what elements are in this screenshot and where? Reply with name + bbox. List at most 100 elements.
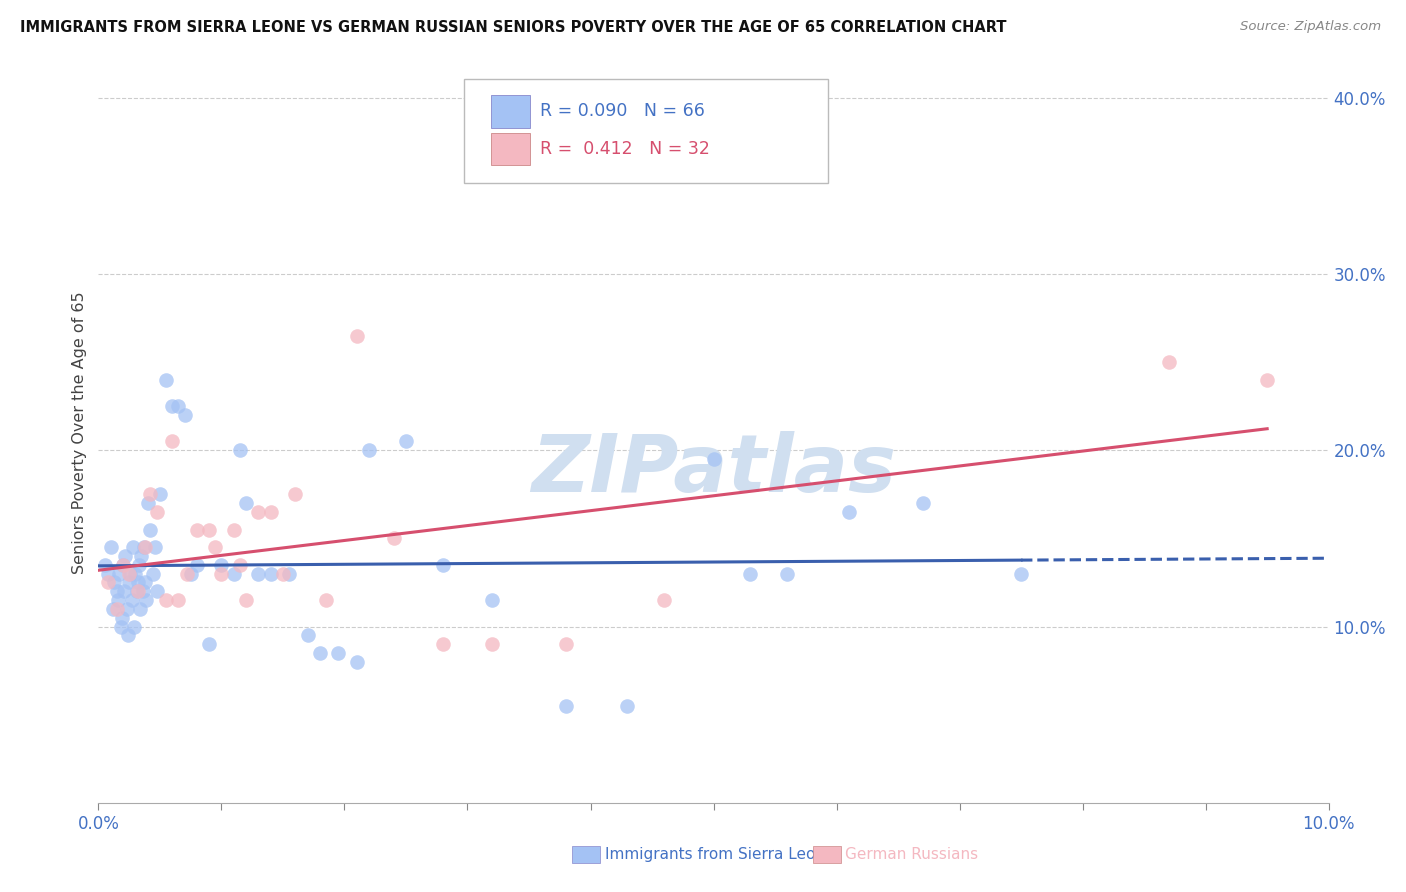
Point: [911, 496, 934, 510]
Bar: [491, 133, 530, 165]
Text: German Russians: German Russians: [845, 847, 979, 862]
Point: [260, 505, 283, 519]
Point: [703, 452, 725, 467]
Text: R = 0.090   N = 66: R = 0.090 N = 66: [540, 103, 704, 120]
Point: [128, 558, 150, 572]
Point: [142, 566, 165, 581]
Point: [97, 575, 120, 590]
Point: [121, 593, 143, 607]
Point: [357, 443, 380, 458]
Point: [118, 566, 141, 581]
Point: [162, 399, 183, 413]
Point: [110, 619, 132, 633]
Point: [107, 593, 129, 607]
Text: Immigrants from Sierra Leone: Immigrants from Sierra Leone: [605, 847, 834, 862]
Point: [143, 540, 166, 554]
Point: [382, 532, 405, 546]
Point: [120, 566, 142, 581]
Point: [127, 584, 149, 599]
Point: [136, 496, 159, 510]
Point: [117, 628, 139, 642]
Point: [125, 584, 148, 599]
Point: [146, 584, 169, 599]
Point: [122, 619, 145, 633]
Point: [1157, 355, 1180, 369]
Point: [278, 566, 301, 581]
Point: [247, 566, 270, 581]
Y-axis label: Seniors Poverty Over the Age of 65: Seniors Poverty Over the Age of 65: [72, 292, 87, 574]
Text: Source: ZipAtlas.com: Source: ZipAtlas.com: [1240, 20, 1381, 33]
Point: [235, 593, 257, 607]
Point: [211, 558, 233, 572]
Point: [180, 566, 202, 581]
Point: [555, 637, 578, 651]
Point: [167, 593, 190, 607]
Point: [118, 575, 141, 590]
Point: [105, 602, 128, 616]
Point: [346, 328, 368, 343]
Point: [111, 611, 134, 625]
FancyBboxPatch shape: [464, 78, 828, 183]
Point: [395, 434, 418, 449]
Point: [139, 487, 162, 501]
Point: [132, 584, 155, 599]
Point: [740, 566, 762, 581]
Text: R =  0.412   N = 32: R = 0.412 N = 32: [540, 140, 710, 158]
Point: [198, 523, 221, 537]
Point: [309, 646, 332, 660]
Point: [114, 549, 136, 563]
Point: [247, 505, 270, 519]
Point: [229, 443, 252, 458]
Point: [222, 523, 245, 537]
Point: [1010, 566, 1032, 581]
Text: IMMIGRANTS FROM SIERRA LEONE VS GERMAN RUSSIAN SENIORS POVERTY OVER THE AGE OF 6: IMMIGRANTS FROM SIERRA LEONE VS GERMAN R…: [20, 20, 1007, 35]
Point: [112, 584, 135, 599]
Point: [555, 698, 578, 713]
Point: [652, 593, 676, 607]
Point: [173, 408, 195, 422]
Point: [167, 399, 190, 413]
Point: [328, 646, 350, 660]
Point: [127, 575, 149, 590]
Point: [108, 566, 131, 581]
Point: [271, 566, 294, 581]
Point: [198, 637, 221, 651]
Point: [186, 558, 208, 572]
Point: [211, 566, 233, 581]
Point: [297, 628, 319, 642]
Point: [105, 584, 128, 599]
Point: [135, 593, 157, 607]
Point: [155, 373, 177, 387]
Point: [112, 558, 135, 572]
Point: [124, 566, 146, 581]
Point: [176, 566, 198, 581]
Point: [204, 540, 226, 554]
Point: [315, 593, 337, 607]
Point: [481, 593, 503, 607]
Point: [134, 540, 156, 554]
Point: [229, 558, 252, 572]
Point: [260, 566, 283, 581]
Point: [838, 505, 860, 519]
Point: [1256, 373, 1278, 387]
Point: [103, 602, 125, 616]
Point: [155, 593, 177, 607]
Point: [100, 540, 122, 554]
Point: [115, 602, 138, 616]
Point: [93, 558, 115, 572]
Bar: [491, 95, 530, 128]
Point: [132, 540, 155, 554]
Point: [346, 655, 368, 669]
Point: [162, 434, 183, 449]
Point: [134, 575, 156, 590]
Point: [146, 505, 169, 519]
Point: [139, 523, 162, 537]
Point: [284, 487, 307, 501]
Point: [112, 558, 135, 572]
Point: [616, 698, 638, 713]
Point: [776, 566, 799, 581]
Point: [122, 540, 145, 554]
Text: ZIPatlas: ZIPatlas: [531, 431, 896, 508]
Point: [222, 566, 245, 581]
Point: [131, 549, 153, 563]
